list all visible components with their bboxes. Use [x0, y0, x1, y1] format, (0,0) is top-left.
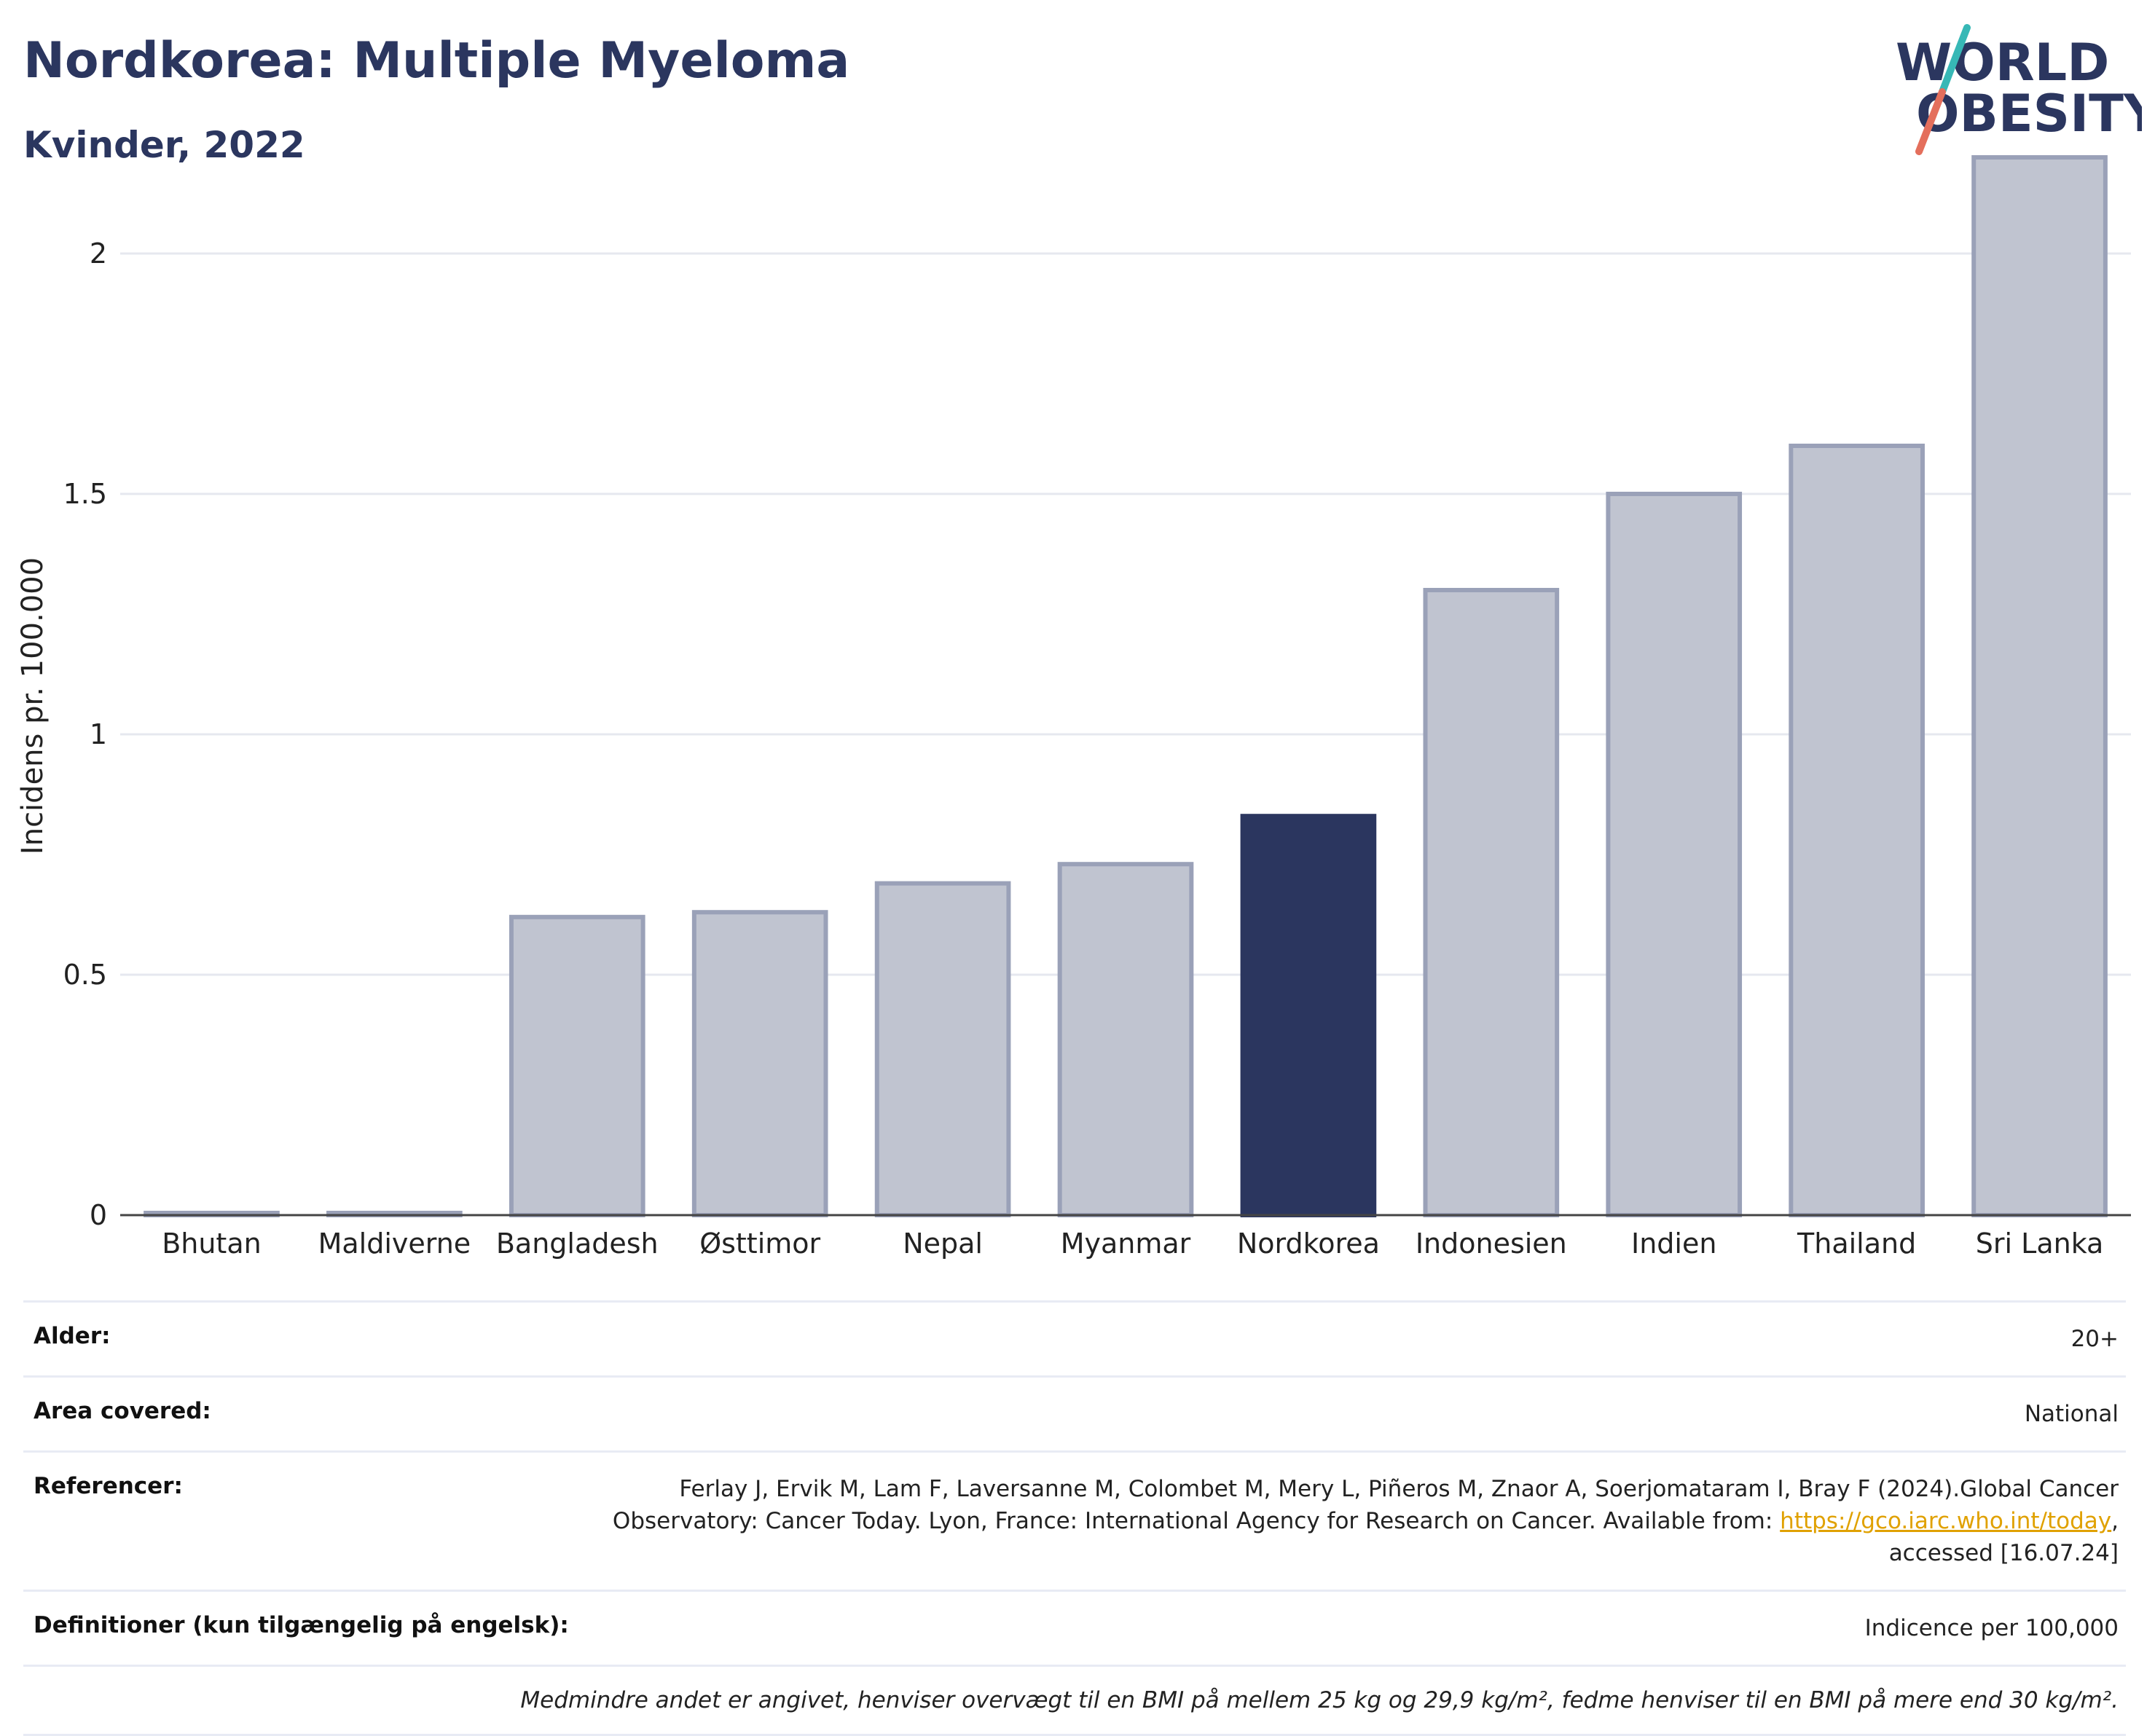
logo-slash-coral — [1915, 88, 1946, 155]
meta-label-area: Area covered: — [34, 1398, 211, 1424]
bar-nordkorea — [1240, 814, 1377, 1217]
chart-title: Nordkorea: Multiple Myeloma — [23, 32, 850, 90]
y-axis-label: Incidens pr. 100.000 — [16, 557, 50, 855]
bar-østtimor — [691, 910, 828, 1217]
y-tick-label: 1 — [90, 718, 107, 750]
meta-row-references: Referencer: Ferlay J, Ervik M, Lam F, La… — [23, 1450, 2126, 1590]
bar-chart: 0 0.5 1 1.5 2 Bhutan Maldiverne Bangladesh Østt… — [16, 155, 2131, 1260]
x-tick-labels: Bhutan Maldiverne Bangladesh Østtimor Nepal M… — [162, 1228, 2103, 1260]
reference-line-1: Ferlay J, Ervik M, Lam F, Laversanne M, … — [679, 1476, 2119, 1502]
reference-comma: , — [2111, 1508, 2119, 1534]
world-obesity-logo: WORLD OBESITY — [1896, 24, 2142, 155]
bar-thailand — [1789, 444, 1925, 1217]
y-tick-label: 2 — [90, 237, 107, 270]
x-tick-label: Thailand — [1797, 1228, 1916, 1260]
meta-label-references: Referencer: — [34, 1473, 183, 1499]
meta-value-references: Ferlay J, Ervik M, Lam F, Laversanne M, … — [613, 1473, 2119, 1569]
meta-value-age: 20+ — [2070, 1326, 2119, 1352]
meta-row-age: Alder: 20+ — [23, 1300, 2126, 1375]
bar-sri-lanka — [1971, 155, 2108, 1217]
bar-indien — [1606, 492, 1743, 1217]
logo-text-obesity: OBESITY — [1916, 84, 2142, 144]
bar-nepal — [874, 881, 1011, 1217]
reference-line-3: accessed [16.07.24] — [1888, 1540, 2119, 1566]
x-tick-label: Indonesien — [1416, 1228, 1567, 1260]
meta-row-area: Area covered: National — [23, 1375, 2126, 1450]
y-tick-label: 0.5 — [63, 959, 107, 991]
metadata-table: Alder: 20+ Area covered: National Refere… — [23, 1300, 2126, 1736]
bmi-footnote: Medmindre andet er angivet, henviser ove… — [520, 1687, 2119, 1713]
x-tick-label: Indien — [1631, 1228, 1716, 1260]
x-tick-label: Østtimor — [699, 1228, 820, 1260]
y-tick-label: 0 — [90, 1199, 107, 1231]
bar-bangladesh — [509, 914, 645, 1218]
x-tick-label: Nepal — [903, 1228, 983, 1260]
x-tick-label: Bangladesh — [496, 1228, 659, 1260]
y-tick-label: 1.5 — [63, 478, 107, 510]
x-tick-label: Myanmar — [1061, 1228, 1191, 1260]
x-tick-label: Maldiverne — [318, 1228, 471, 1260]
bar-myanmar — [1057, 862, 1194, 1217]
meta-row-note: Medmindre andet er angivet, henviser ove… — [23, 1665, 2126, 1736]
chart-subtitle: Kvinder, 2022 — [23, 124, 305, 166]
meta-label-age: Alder: — [34, 1323, 111, 1349]
meta-row-definitions: Definitioner (kun tilgængelig på engelsk… — [23, 1590, 2126, 1665]
reference-line-2: Observatory: Cancer Today. Lyon, France:… — [612, 1508, 1781, 1534]
x-tick-label: Bhutan — [162, 1228, 262, 1260]
y-tick-labels: 0 0.5 1 1.5 2 — [63, 237, 107, 1231]
bars — [144, 155, 2108, 1218]
reference-link[interactable]: https://gco.iarc.who.int/today — [1780, 1508, 2112, 1534]
meta-value-area: National — [2024, 1401, 2119, 1427]
x-tick-label: Sri Lanka — [1976, 1228, 2104, 1260]
bar-indonesien — [1423, 588, 1560, 1217]
meta-value-definitions: Indicence per 100,000 — [1864, 1615, 2119, 1641]
meta-label-definitions: Definitioner (kun tilgængelig på engelsk… — [34, 1612, 569, 1638]
x-tick-label: Nordkorea — [1237, 1228, 1380, 1260]
logo-text-world: WORLD — [1896, 33, 2109, 93]
logo-slash-teal — [1939, 24, 1971, 95]
